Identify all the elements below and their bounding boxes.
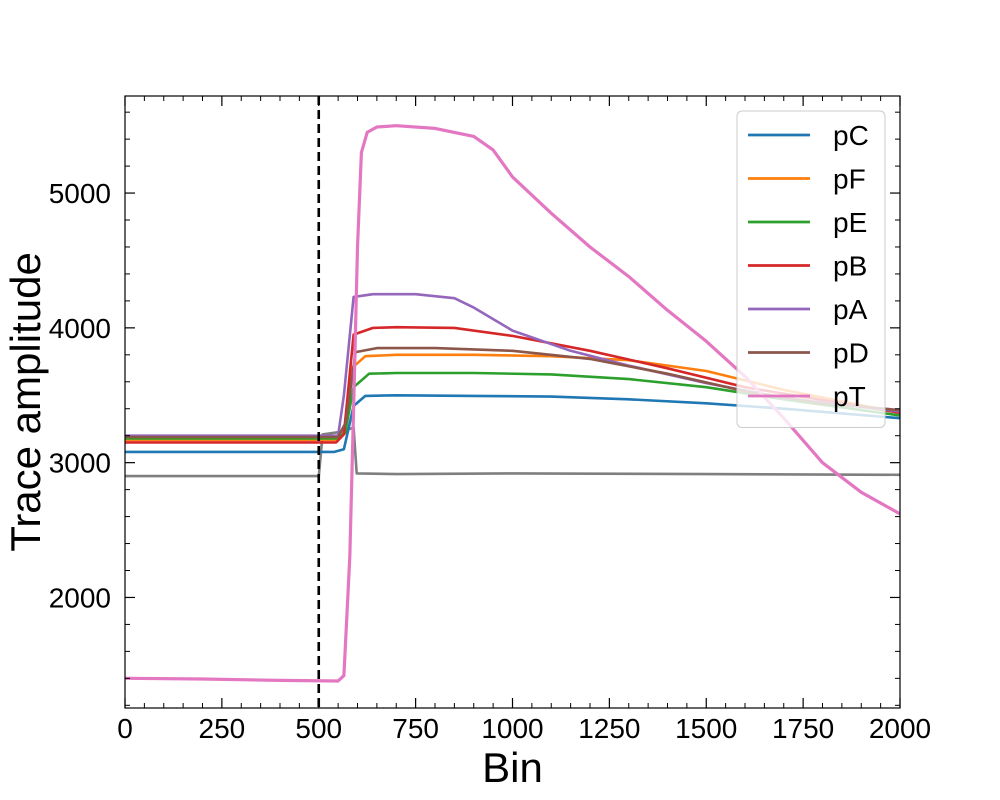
x-tick-label: 1000 [481, 713, 543, 744]
legend-label-pT: pT [833, 381, 866, 412]
legend-label-pD: pD [833, 338, 869, 369]
x-tick-label: 500 [295, 713, 342, 744]
series-line-pB [125, 325, 900, 444]
y-tick-label: 4000 [49, 313, 111, 344]
y-tick-label: 2000 [49, 582, 111, 613]
legend: pC pF pE pB pA pD pT [736, 110, 886, 428]
x-tick-label: 1750 [772, 713, 834, 744]
x-tick-label: 0 [117, 713, 133, 744]
series-line-gray [125, 426, 900, 478]
y-tick-label: 3000 [49, 448, 111, 479]
legend-label-pE: pE [833, 207, 867, 238]
x-tick-label: 2000 [869, 713, 931, 744]
legend-label-pA: pA [833, 294, 868, 325]
legend-label-pC: pC [833, 120, 869, 151]
legend-label-pB: pB [833, 251, 867, 282]
x-tick-label: 1250 [578, 713, 640, 744]
series-layer [125, 124, 900, 683]
series-line-pC [125, 393, 900, 454]
legend-label-pF: pF [833, 164, 866, 195]
x-tick-label: 1500 [675, 713, 737, 744]
y-tick-label: 5000 [49, 178, 111, 209]
legend-box [736, 110, 886, 428]
x-tick-label: 250 [199, 713, 246, 744]
x-tick-label: 750 [392, 713, 439, 744]
x-axis-title: Bin [482, 744, 543, 791]
y-axis-title: Trace amplitude [2, 252, 49, 552]
tick-layer: 0 250 500 750 1000 1250 1500 1750 2000 2000 3000 40… [49, 96, 931, 744]
